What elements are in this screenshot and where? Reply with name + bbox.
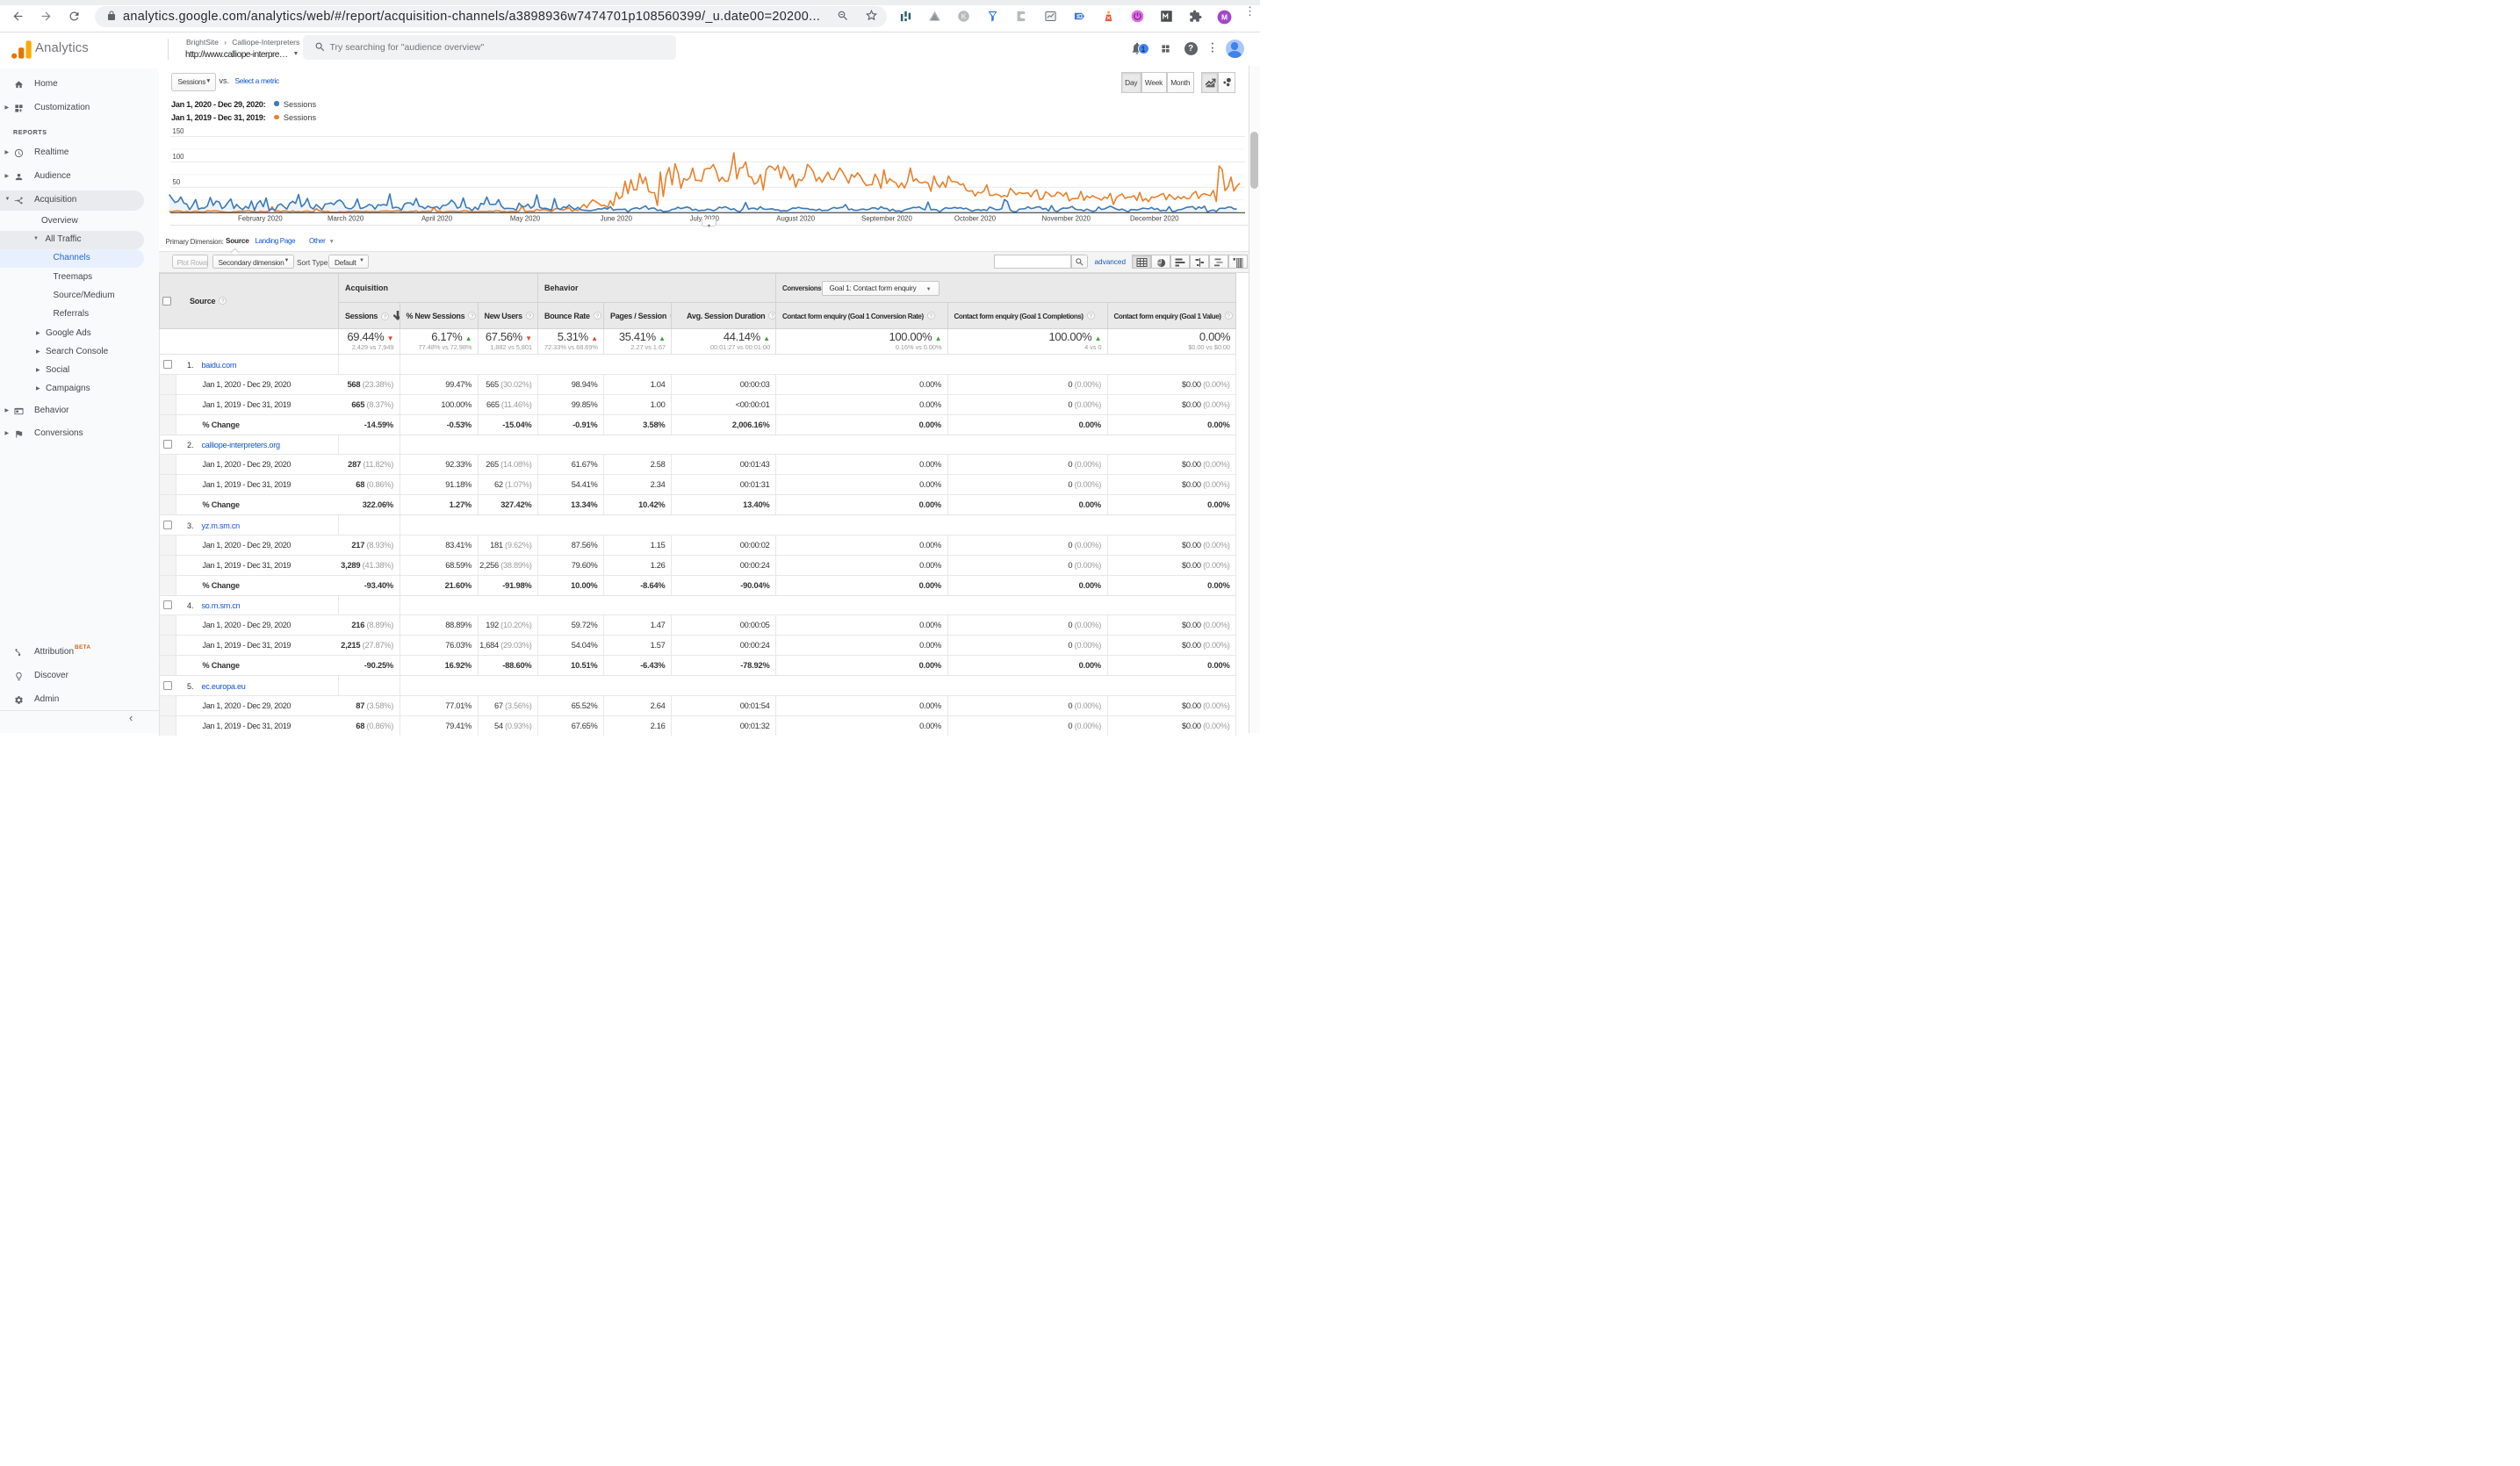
svg-text:March 2020: March 2020 [328,215,364,223]
svg-text:150: 150 [173,127,185,135]
svg-text:July 2020: July 2020 [690,215,720,223]
svg-text:M: M [1221,13,1228,22]
svg-text:October 2020: October 2020 [954,215,997,223]
svg-text:April 2020: April 2020 [421,215,453,223]
svg-text:December 2020: December 2020 [1130,215,1179,223]
svg-text:September 2020: September 2020 [861,215,912,223]
svg-text:February 2020: February 2020 [238,215,283,223]
svg-text:100: 100 [173,153,185,161]
svg-text:50: 50 [173,178,181,186]
svg-text:August 2020: August 2020 [776,215,815,223]
svg-text:May 2020: May 2020 [510,215,541,223]
svg-text:K: K [961,12,967,20]
svg-text:June 2020: June 2020 [601,215,633,223]
svg-text:November 2020: November 2020 [1042,215,1091,223]
